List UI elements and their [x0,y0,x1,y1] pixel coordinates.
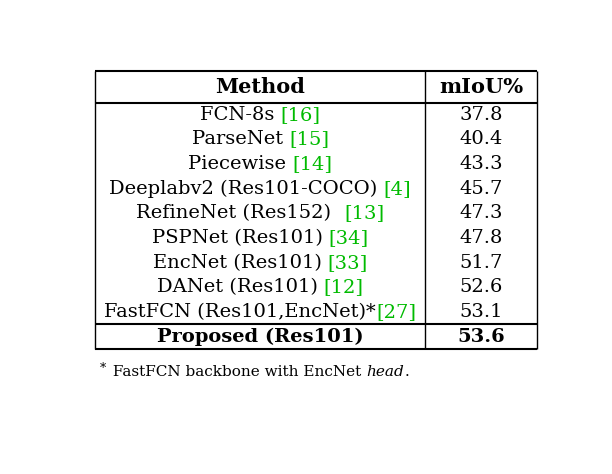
Text: mIoU%: mIoU% [439,77,523,97]
Text: Method: Method [215,77,305,97]
Text: FCN-8s: FCN-8s [200,106,281,124]
Text: PSPNet (Res101): PSPNet (Res101) [152,229,329,247]
Text: RefineNet (Res152): RefineNet (Res152) [136,204,344,222]
Text: Proposed (Res101): Proposed (Res101) [157,328,364,346]
Text: [27]: [27] [376,303,416,321]
Text: [16]: [16] [281,106,321,124]
Text: *: * [100,362,106,374]
Text: 47.3: 47.3 [459,204,502,222]
Text: ParseNet: ParseNet [192,130,289,148]
Text: FastFCN backbone with EncNet: FastFCN backbone with EncNet [108,365,367,379]
Text: 47.8: 47.8 [459,229,502,247]
Text: 43.3: 43.3 [459,155,502,173]
Text: [15]: [15] [289,130,329,148]
Text: 37.8: 37.8 [459,106,502,124]
Text: Deeplabv2 (Res101-COCO): Deeplabv2 (Res101-COCO) [109,180,384,198]
Text: 40.4: 40.4 [459,130,502,148]
Text: 53.1: 53.1 [459,303,502,321]
Text: 53.6: 53.6 [457,328,505,346]
Text: [34]: [34] [329,229,369,247]
Text: [13]: [13] [344,204,384,222]
Text: 45.7: 45.7 [459,180,502,198]
Text: [14]: [14] [293,155,332,173]
Text: DANet (Res101): DANet (Res101) [157,278,324,296]
Text: [33]: [33] [328,254,368,272]
Text: EncNet (Res101): EncNet (Res101) [152,254,328,272]
Text: Piecewise: Piecewise [188,155,293,173]
Text: 52.6: 52.6 [459,278,502,296]
Text: .: . [405,365,409,379]
Text: [4]: [4] [384,180,411,198]
Text: FastFCN (Res101,EncNet)*: FastFCN (Res101,EncNet)* [105,303,376,321]
Text: head: head [367,365,405,379]
Text: [12]: [12] [324,278,364,296]
Text: 51.7: 51.7 [459,254,502,272]
